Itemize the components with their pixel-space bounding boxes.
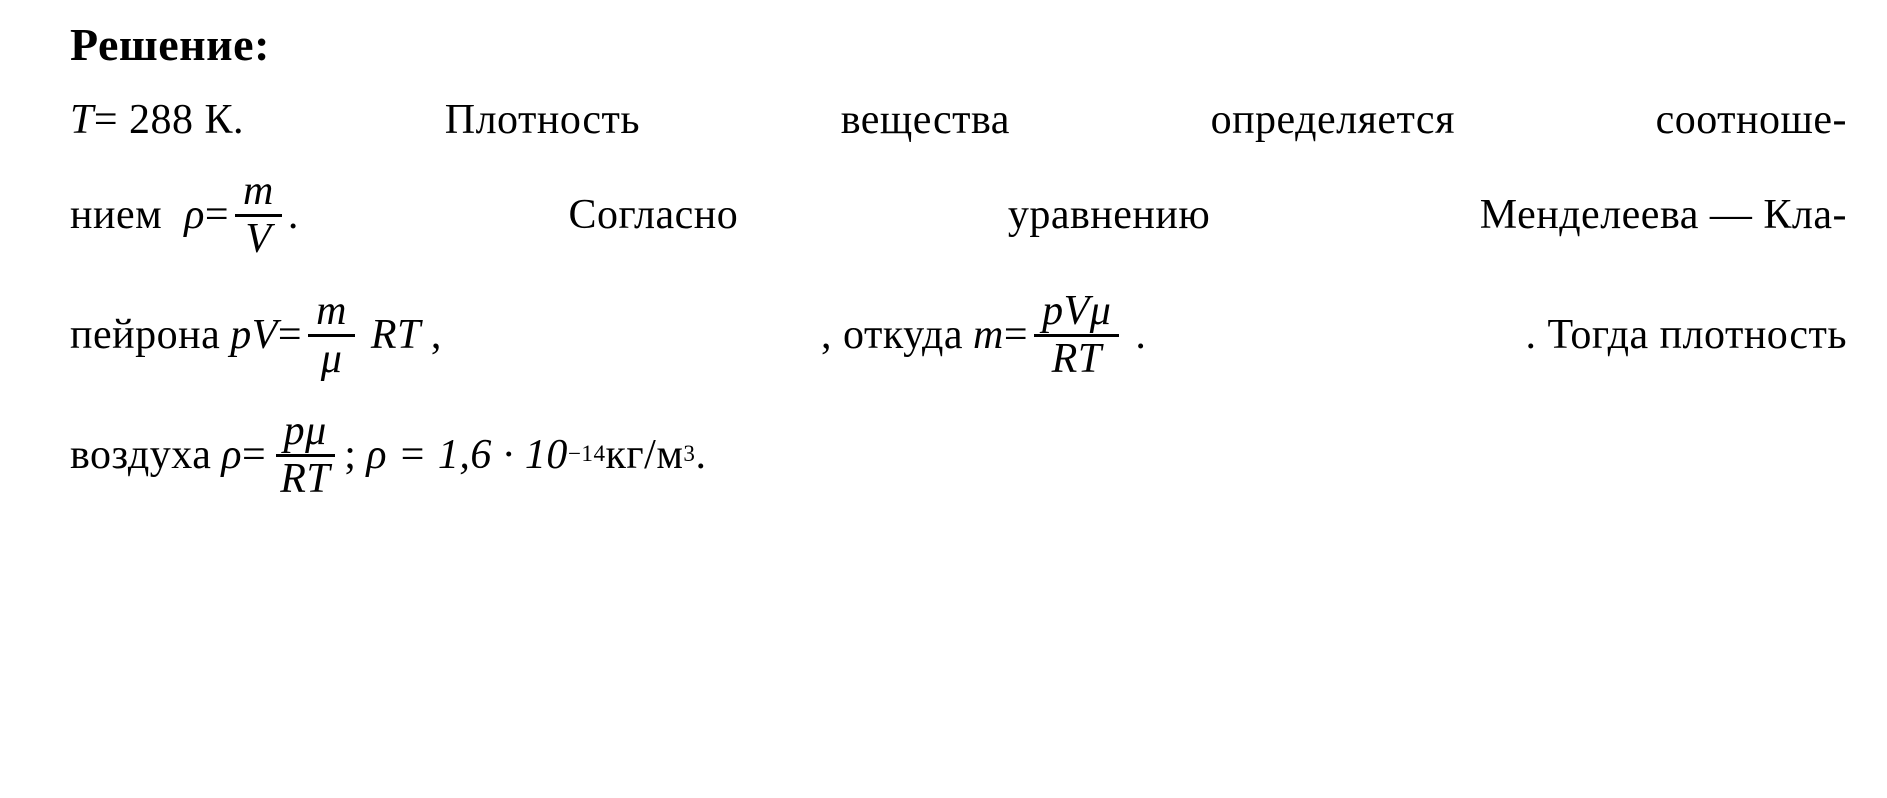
rho-2: ρ: [221, 434, 242, 476]
frac-m-over-mu: m μ: [308, 289, 355, 380]
unit: кг/м: [606, 434, 684, 476]
num-pVmu: pVμ: [1034, 289, 1119, 336]
heading-row: Решение:: [70, 30, 1847, 90]
l1-eq: = 288 К.: [94, 99, 244, 141]
l2-w3: Менделеева — Кла-: [1480, 194, 1847, 236]
l3-b: , откуда: [821, 314, 963, 356]
line-1-flow: Т = 288 К. Плотность вещества определяет…: [70, 99, 1847, 141]
rho-value: ρ = 1,6 · 10: [366, 434, 568, 476]
line-1: Т = 288 К. Плотность вещества определяет…: [70, 90, 1847, 160]
l2-dot: .: [288, 194, 299, 236]
l4-a: воздуха: [70, 434, 211, 476]
eq-2: =: [278, 314, 302, 356]
rho-1: ρ: [184, 194, 205, 236]
l3-c: . Тогда плотность: [1525, 314, 1847, 356]
frac-m-over-V: m V: [235, 169, 282, 260]
num-m2: m: [308, 289, 355, 336]
l1-w2: вещества: [841, 99, 1010, 141]
l1-w3: определяется: [1211, 99, 1455, 141]
l3-dot: .: [1135, 314, 1146, 356]
num-pmu: pμ: [276, 409, 335, 456]
eq-3: =: [1004, 314, 1028, 356]
l2-left: нием ρ = m V .: [70, 169, 299, 260]
l3-left: пейрона pV = m μ RT ,: [70, 289, 442, 380]
heading: Решение:: [70, 22, 270, 68]
l1-w4: соотноше-: [1656, 99, 1847, 141]
line-4: воздуха ρ = pμ RT ; ρ = 1,6 · 10 −14 кг/…: [70, 400, 1847, 520]
eq-1: =: [205, 194, 229, 236]
frac-pmu-over-RT: pμ RT: [272, 409, 338, 500]
line-3-flow: пейрона pV = m μ RT , , откуда m =: [70, 289, 1847, 380]
line-2-flow: нием ρ = m V . Согласно уравнению Мендел…: [70, 169, 1847, 260]
m-var: m: [973, 314, 1004, 356]
solution-page: Решение: Т = 288 К. Плотность вещества о…: [0, 0, 1887, 798]
l1-left: Т = 288 К.: [70, 99, 244, 141]
den-RT: RT: [1044, 337, 1110, 381]
den-V: V: [237, 217, 279, 261]
line-3: пейрона pV = m μ RT , , откуда m =: [70, 280, 1847, 400]
eq-4: =: [242, 434, 266, 476]
l1-w1: Плотность: [445, 99, 640, 141]
den-RT2: RT: [272, 457, 338, 501]
line-4-flow: воздуха ρ = pμ RT ; ρ = 1,6 · 10 −14 кг/…: [70, 409, 706, 500]
comma: ,: [431, 314, 442, 356]
final-dot: .: [695, 434, 706, 476]
l3-mid: , откуда m = pVμ RT .: [821, 289, 1146, 380]
num-m: m: [235, 169, 282, 216]
semicolon: ;: [344, 434, 356, 476]
frac-pVmu-over-RT: pVμ RT: [1034, 289, 1119, 380]
l2-w1: Согласно: [568, 194, 738, 236]
den-mu: μ: [313, 337, 351, 381]
l2-w2: уравнению: [1008, 194, 1210, 236]
l2-a: нием: [70, 194, 162, 236]
l3-right: . Тогда плотность: [1525, 314, 1847, 356]
line-2: нием ρ = m V . Согласно уравнению Мендел…: [70, 160, 1847, 280]
RT-1: RT: [371, 314, 421, 356]
l3-a: пейрона: [70, 314, 220, 356]
T-var: Т: [70, 99, 94, 141]
pV: pV: [230, 314, 278, 356]
